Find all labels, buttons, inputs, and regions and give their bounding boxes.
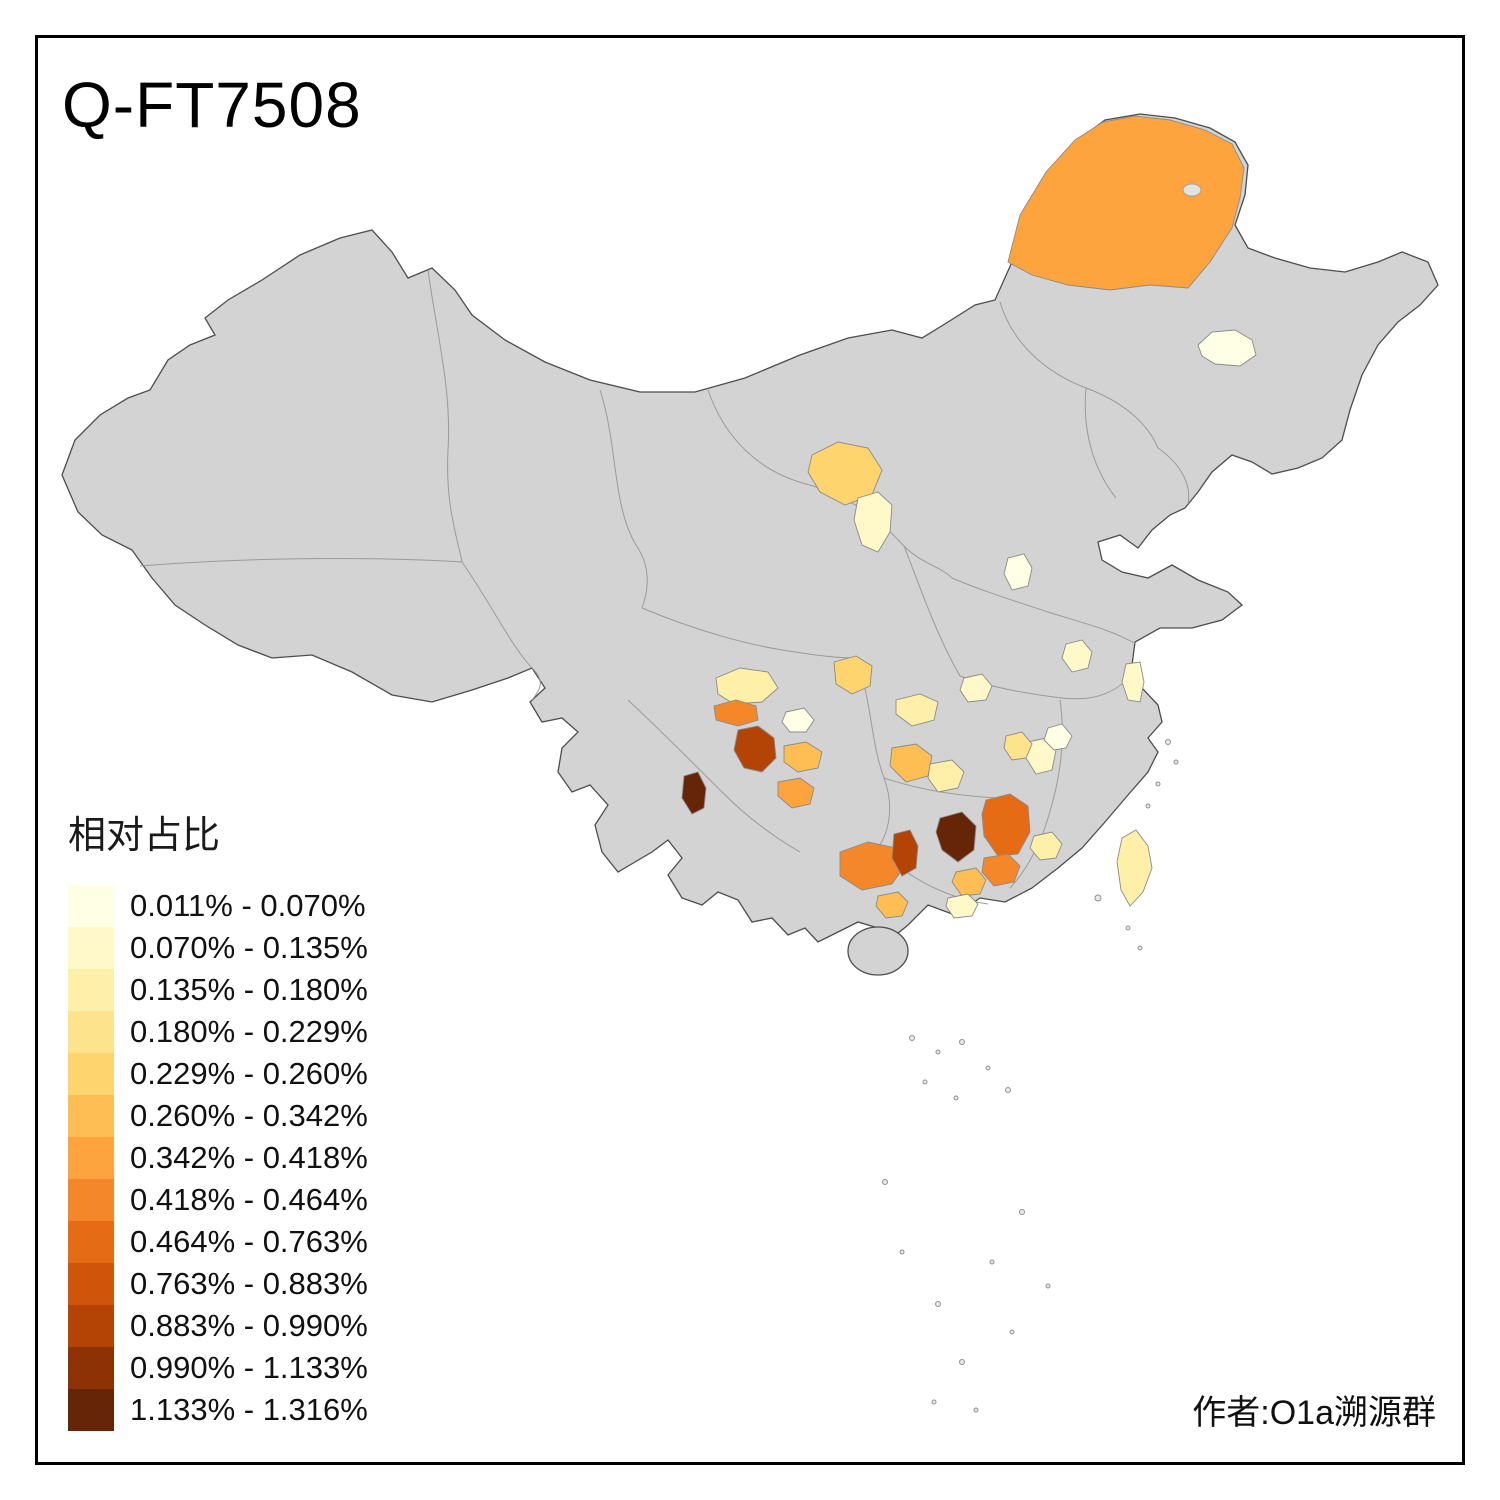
legend-swatch: [68, 1263, 114, 1305]
lake: [1182, 183, 1202, 197]
map-region-west-a: [715, 667, 779, 705]
map-region-south-a: [839, 841, 907, 891]
map-region-central-e: [927, 759, 965, 793]
map-region-south-c: [981, 793, 1031, 857]
legend-label: 0.070% - 0.135%: [130, 930, 368, 965]
map-region-central-c: [959, 673, 993, 703]
map-region-west-b: [713, 699, 759, 727]
map-region-taiwan: [1116, 829, 1153, 907]
map-region-central-a: [833, 655, 873, 695]
legend-label: 0.135% - 0.180%: [130, 972, 368, 1007]
legend-label: 0.011% - 0.070%: [130, 888, 366, 923]
legend-swatch: [68, 1347, 114, 1389]
mainland-outline: [61, 113, 1439, 943]
legend-swatch: [68, 1011, 114, 1053]
map-region-central-east: [1061, 639, 1093, 673]
legend-label: 0.990% - 1.133%: [130, 1350, 368, 1385]
legend-swatch: [68, 1053, 114, 1095]
map-region-basin-b: [783, 741, 823, 773]
map-region-central-b: [895, 693, 939, 727]
map-region-northeast-large: [1007, 115, 1245, 291]
map-region-southeast-b: [1003, 731, 1033, 761]
map-region-northeast-small: [1197, 329, 1257, 367]
legend-swatch: [68, 885, 114, 927]
legend-label: 0.180% - 0.229%: [130, 1014, 368, 1049]
legend-swatch: [68, 1095, 114, 1137]
legend-label: 0.229% - 0.260%: [130, 1056, 368, 1091]
legend-item: 0.763% - 0.883%: [68, 1263, 368, 1305]
legend: 相对占比 0.011% - 0.070% 0.070% - 0.135% 0.1…: [68, 804, 368, 1431]
legend-swatch: [68, 1305, 114, 1347]
map-region-southwest-dark: [681, 771, 707, 815]
map-region-south-dark: [935, 811, 977, 863]
legend-label: 0.464% - 0.763%: [130, 1224, 368, 1259]
map-region-south-f: [945, 893, 979, 919]
legend-title: 相对占比: [68, 815, 221, 857]
legend-item: 0.418% - 0.464%: [68, 1179, 368, 1221]
legend-item: 0.883% - 0.990%: [68, 1305, 368, 1347]
legend-label: 1.133% - 1.316%: [130, 1392, 368, 1427]
legend-item: 0.135% - 0.180%: [68, 969, 368, 1011]
legend-label: 0.342% - 0.418%: [130, 1140, 368, 1175]
map-region-north-b: [853, 491, 893, 553]
map-region-southeast-c: [1043, 723, 1073, 751]
page-title: Q-FT7508: [62, 69, 362, 141]
legend-swatch: [68, 1389, 114, 1431]
map-region-basin-a: [781, 707, 815, 733]
islets: [882, 739, 1179, 1413]
map-region-basin-c: [777, 777, 815, 809]
legend-swatch: [68, 969, 114, 1011]
legend-item: 0.464% - 0.763%: [68, 1221, 368, 1263]
map-region-west-c: [733, 725, 777, 773]
map-region-north-c: [1003, 553, 1033, 591]
legend-label: 0.260% - 0.342%: [130, 1098, 368, 1133]
legend-label: 0.763% - 0.883%: [130, 1266, 368, 1301]
legend-item: 1.133% - 1.316%: [68, 1389, 368, 1431]
legend-item: 0.070% - 0.135%: [68, 927, 368, 969]
data-regions: [681, 115, 1257, 919]
map-region-east-coast: [1121, 661, 1145, 703]
attribution-text: 作者:O1a溯源群: [1192, 1394, 1436, 1432]
legend-item: 0.260% - 0.342%: [68, 1095, 368, 1137]
legend-item: 0.229% - 0.260%: [68, 1053, 368, 1095]
legend-item: 0.342% - 0.418%: [68, 1137, 368, 1179]
map-region-south-d: [981, 853, 1021, 887]
legend-label: 0.418% - 0.464%: [130, 1182, 368, 1217]
legend-swatch: [68, 1179, 114, 1221]
legend-swatch: [68, 927, 114, 969]
legend-item: 0.990% - 1.133%: [68, 1347, 368, 1389]
map-region-south-h: [875, 891, 909, 919]
map-region-south-g: [1029, 831, 1063, 861]
legend-item: 0.180% - 0.229%: [68, 1011, 368, 1053]
legend-swatch: [68, 1137, 114, 1179]
hainan-island: [847, 926, 909, 976]
map-region-south-b: [891, 829, 919, 877]
legend-swatch: [68, 1221, 114, 1263]
map-region-south-e: [951, 867, 987, 897]
legend-label: 0.883% - 0.990%: [130, 1308, 368, 1343]
legend-item: 0.011% - 0.070%: [68, 885, 368, 927]
